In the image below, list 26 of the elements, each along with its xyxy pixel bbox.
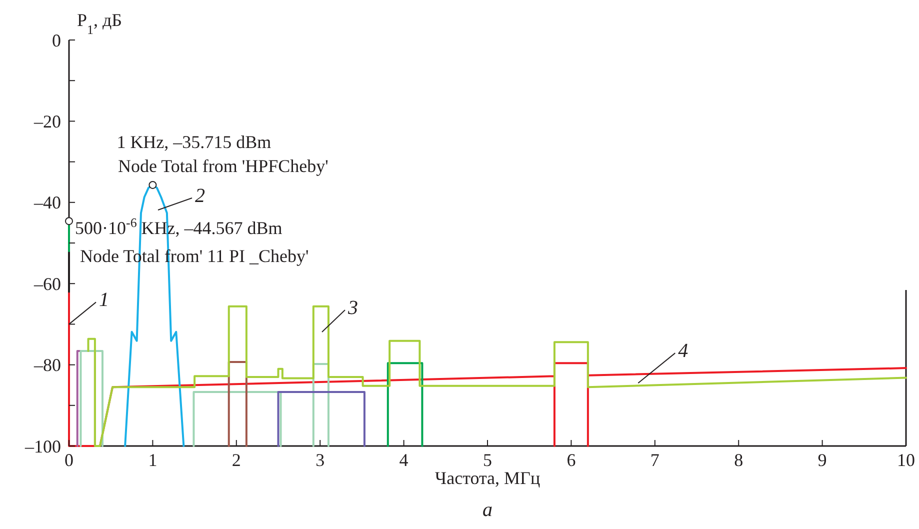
annotation: 3 [347,297,358,319]
x-tick-label: 8 [734,450,744,470]
x-tick-label: 9 [818,450,827,470]
y-tick-label: 0 [52,30,61,50]
y-tick-label: –40 [33,192,61,213]
annotation: 1 [99,289,109,312]
x-tick-label: 6 [566,450,576,470]
x-tick-label: 2 [232,450,241,470]
y-tick-label: –80 [33,355,61,376]
x-tick-label: 3 [316,450,325,470]
y-tick-label: –20 [33,112,61,132]
x-tick-label: 0 [64,450,74,470]
x-tick-label: 7 [650,450,660,470]
x-axis-title: Частота, МГц [434,468,540,488]
x-tick-label: 1 [148,450,158,470]
x-tick-label: 4 [399,450,408,470]
annotation: 4 [678,340,688,362]
annotation: 1 KHz, –35.715 dBm [116,132,272,152]
text: а [482,499,492,521]
annotation: 2 [195,185,205,207]
x-tick-label: 5 [483,450,492,470]
y-tick-label: –100 [24,436,61,456]
annotation: Node Total from 'HPFCheby' [118,156,328,176]
y-tick-label: –60 [33,274,61,294]
y-axis-title: P$_{1}$, дБ [77,10,122,36]
x-tick-label: 10 [897,450,915,470]
